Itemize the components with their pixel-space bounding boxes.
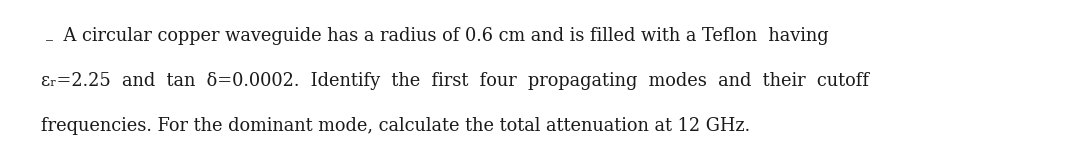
Text: _: _ [46, 27, 53, 41]
Text: A circular copper waveguide has a radius of 0.6 cm and is filled with a Teflon  : A circular copper waveguide has a radius… [41, 27, 828, 45]
Text: εᵣ=2.25  and  tan  δ=0.0002.  Identify  the  first  four  propagating  modes  an: εᵣ=2.25 and tan δ=0.0002. Identify the f… [41, 72, 869, 90]
Text: frequencies. For the dominant mode, calculate the total attenuation at 12 GHz.: frequencies. For the dominant mode, calc… [41, 117, 751, 135]
